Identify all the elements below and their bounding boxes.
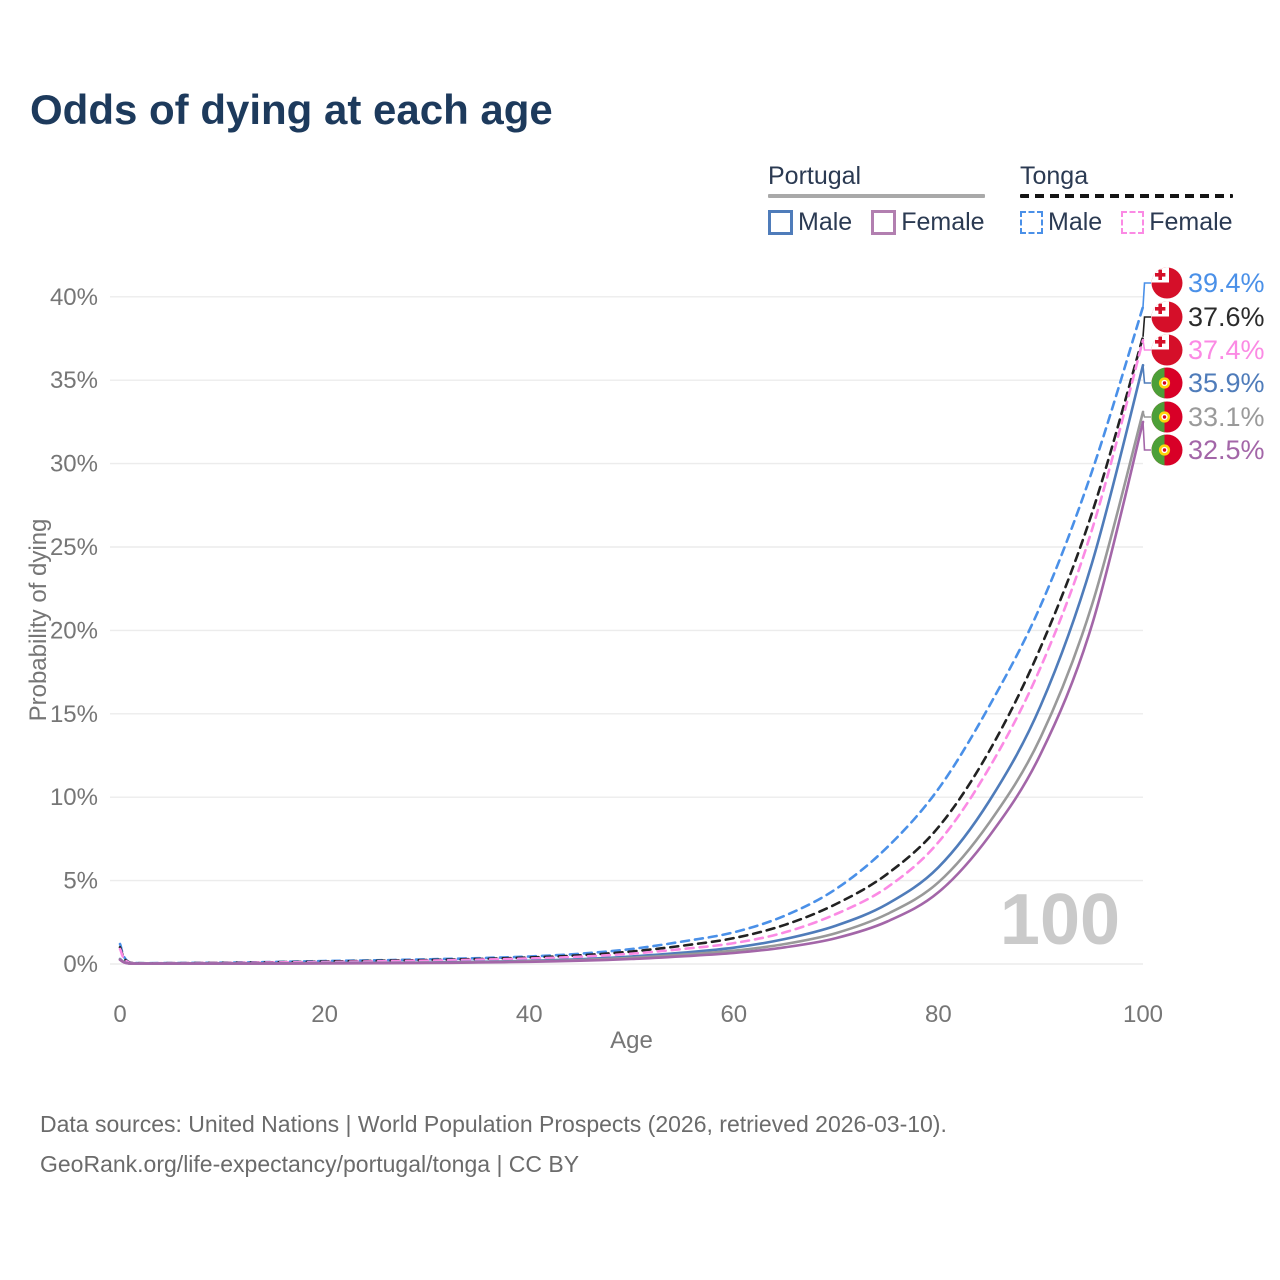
portugal-line-style-underline xyxy=(768,194,985,198)
series-line-tonga-male[interactable] xyxy=(118,305,1145,965)
legend-item-tonga-male[interactable]: Male xyxy=(1020,208,1102,237)
end-label-leader-line xyxy=(1142,316,1151,337)
legend-label: Male xyxy=(798,208,853,236)
tonga-flag-icon xyxy=(1151,334,1183,366)
tonga-flag-icon xyxy=(1151,267,1183,299)
end-value-label: 37.4% xyxy=(1188,335,1265,365)
legend-country-portugal[interactable]: Portugal xyxy=(768,162,862,190)
footer: Data sources: United Nations | World Pop… xyxy=(40,1104,947,1184)
tonga-female-swatch-icon xyxy=(1121,211,1145,234)
y-tick-label: 35% xyxy=(50,367,98,394)
legend-item-portugal-female[interactable]: Female xyxy=(871,208,985,237)
y-tick-label: 40% xyxy=(50,284,98,311)
x-tick-label: 20 xyxy=(311,1001,338,1028)
end-label-leader-line xyxy=(1142,340,1151,351)
tonga-male-swatch-icon xyxy=(1020,211,1043,234)
x-axis-title: Age xyxy=(610,1027,653,1054)
series-line-tonga-both-sexes[interactable] xyxy=(118,335,1145,965)
attribution-line: GeoRank.org/life-expectancy/portugal/ton… xyxy=(40,1151,580,1177)
legend-item-tonga-female[interactable]: Female xyxy=(1121,208,1233,237)
legend-label: Female xyxy=(1149,208,1233,236)
end-value-label: 35.9% xyxy=(1188,368,1265,398)
y-tick-label: 10% xyxy=(50,784,98,811)
end-value-label: 37.6% xyxy=(1188,302,1265,332)
end-value-label: 33.1% xyxy=(1188,402,1265,432)
portugal-flag-icon xyxy=(1151,401,1183,433)
x-tick-label: 60 xyxy=(720,1001,747,1028)
series-line-portugal-female[interactable] xyxy=(118,420,1145,965)
end-label-leader-line xyxy=(1142,421,1151,451)
y-tick-label: 5% xyxy=(63,868,98,895)
end-value-label: 32.5% xyxy=(1188,435,1265,465)
y-tick-label: 0% xyxy=(63,951,98,978)
y-tick-label: 20% xyxy=(50,617,98,644)
legend-group-portugal: Portugal Male Female xyxy=(768,162,985,237)
page-title: Odds of dying at each age xyxy=(30,86,553,133)
portugal-flag-icon xyxy=(1151,367,1183,399)
age-watermark: 100 xyxy=(1000,880,1120,960)
y-axis-title: Probability of dying xyxy=(25,519,52,722)
portugal-male-swatch-icon xyxy=(768,210,793,235)
end-value-label: 39.4% xyxy=(1188,268,1265,298)
series-line-tonga-female[interactable] xyxy=(118,338,1145,965)
data-sources-line: Data sources: United Nations | World Pop… xyxy=(40,1111,947,1137)
legend-label: Male xyxy=(1048,208,1103,236)
tonga-line-style-underline xyxy=(1020,194,1233,198)
end-label-leader-line xyxy=(1142,365,1151,384)
x-tick-label: 0 xyxy=(113,1001,126,1028)
y-tick-label: 15% xyxy=(50,701,98,728)
end-label-leader-line xyxy=(1142,411,1151,418)
portugal-female-swatch-icon xyxy=(871,210,897,235)
y-tick-label: 25% xyxy=(50,534,98,561)
x-tick-label: 100 xyxy=(1123,1001,1163,1028)
end-label-leader-line xyxy=(1142,282,1151,307)
legend-item-portugal-male[interactable]: Male xyxy=(768,208,852,237)
series-line-portugal-male[interactable] xyxy=(118,363,1145,965)
legend-country-tonga[interactable]: Tonga xyxy=(1020,162,1089,190)
portugal-flag-icon xyxy=(1151,434,1183,466)
y-tick-label: 30% xyxy=(50,451,98,478)
x-tick-label: 80 xyxy=(925,1001,952,1028)
tonga-flag-icon xyxy=(1151,301,1183,333)
legend-group-tonga: Tonga Male Female xyxy=(1020,162,1233,237)
x-tick-label: 40 xyxy=(516,1001,543,1028)
legend-label: Female xyxy=(901,208,985,236)
